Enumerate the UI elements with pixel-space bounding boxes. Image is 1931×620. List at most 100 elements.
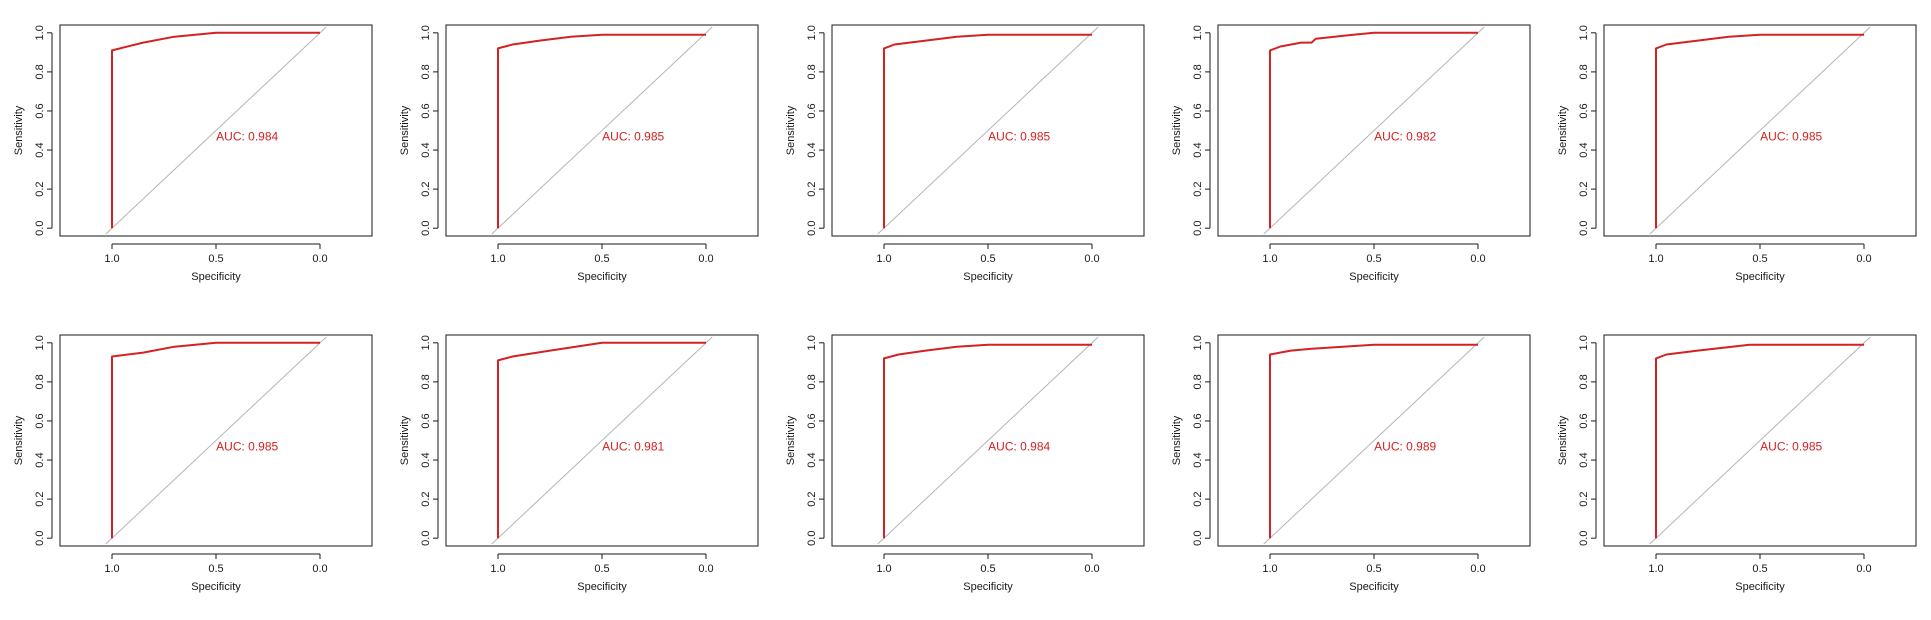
- y-tick-label: 0.8: [420, 374, 432, 389]
- x-tick-label: 1.0: [1648, 253, 1663, 265]
- x-tick-label: 0.5: [980, 563, 995, 575]
- y-tick-label: 0.4: [420, 142, 432, 157]
- x-tick-label: 0.0: [1856, 253, 1871, 265]
- x-tick-label: 0.5: [1366, 253, 1381, 265]
- x-tick-label: 1.0: [1648, 563, 1663, 575]
- y-tick-label: 0.6: [1192, 413, 1204, 428]
- auc-annotation: AUC: 0.989: [1374, 439, 1436, 453]
- roc-plot-svg: 1.0 0.5 0.0 Specificity 0.0 0.2 0.4 0.6 0.8 1.0 Se…: [399, 24, 759, 283]
- reference-diagonal-line: [1263, 26, 1485, 235]
- x-tick-label: 1.0: [104, 563, 119, 575]
- y-tick-label: 0.2: [806, 181, 818, 196]
- x-tick-label: 1.0: [1262, 563, 1277, 575]
- plot-frame: [831, 24, 1145, 237]
- y-tick-label: 0.8: [1578, 374, 1590, 389]
- x-tick-label: 0.0: [698, 253, 713, 265]
- roc-chart-2: 1.0 0.5 0.0 Specificity 0.0 0.2 0.4 0.6 0.8 1.0 Se…: [386, 0, 772, 310]
- y-tick-label: 0.2: [806, 491, 818, 506]
- plot-frame: [445, 24, 759, 237]
- y-tick-label: 0.0: [34, 531, 46, 546]
- roc-curve-line: [883, 33, 1092, 229]
- y-tick-label: 0.8: [420, 64, 432, 79]
- auc-annotation: AUC: 0.982: [1374, 129, 1436, 143]
- auc-annotation: AUC: 0.985: [1760, 129, 1822, 143]
- roc-plot-svg: 1.0 0.5 0.0 Specificity 0.0 0.2 0.4 0.6 0.8 1.0 Se…: [13, 334, 373, 593]
- roc-plot-svg: 1.0 0.5 0.0 Specificity 0.0 0.2 0.4 0.6 0.8 1.0 Se…: [785, 24, 1145, 283]
- y-tick-label: 0.8: [34, 64, 46, 79]
- y-tick-label: 1.0: [34, 335, 46, 350]
- auc-annotation: AUC: 0.985: [1760, 439, 1822, 453]
- roc-curve-line: [1269, 343, 1478, 539]
- x-tick-label: 0.0: [1084, 563, 1099, 575]
- reference-diagonal-line: [877, 336, 1099, 545]
- reference-diagonal-line: [491, 336, 713, 545]
- x-tick-label: 1.0: [876, 563, 891, 575]
- y-tick-label: 1.0: [806, 25, 818, 40]
- roc-curve-line: [883, 343, 1092, 539]
- plot-frame: [445, 334, 759, 547]
- x-tick-label: 0.0: [1470, 563, 1485, 575]
- y-tick-label: 0.4: [806, 452, 818, 467]
- roc-plot-svg: 1.0 0.5 0.0 Specificity 0.0 0.2 0.4 0.6 0.8 1.0 Se…: [399, 334, 759, 593]
- x-tick-label: 0.0: [312, 563, 327, 575]
- x-tick-label: 0.5: [208, 563, 223, 575]
- auc-annotation: AUC: 0.981: [602, 439, 664, 453]
- reference-diagonal-line: [1649, 336, 1871, 545]
- auc-annotation: AUC: 0.984: [988, 439, 1050, 453]
- roc-chart-6: 1.0 0.5 0.0 Specificity 0.0 0.2 0.4 0.6 0.8 1.0 Se…: [0, 310, 386, 620]
- x-tick-label: 1.0: [876, 253, 891, 265]
- x-tick-label: 1.0: [490, 563, 505, 575]
- y-axis-title: Sensitivity: [1557, 415, 1569, 465]
- x-axis-title: Specificity: [577, 581, 627, 593]
- y-tick-label: 0.0: [420, 531, 432, 546]
- auc-annotation: AUC: 0.985: [602, 129, 664, 143]
- reference-diagonal-line: [491, 26, 713, 235]
- y-tick-label: 0.6: [34, 413, 46, 428]
- y-tick-label: 1.0: [1578, 335, 1590, 350]
- y-tick-label: 0.2: [420, 181, 432, 196]
- y-tick-label: 0.4: [34, 142, 46, 157]
- y-tick-label: 0.0: [1578, 531, 1590, 546]
- y-tick-label: 0.6: [1578, 103, 1590, 118]
- y-axis-title: Sensitivity: [399, 105, 411, 155]
- y-tick-label: 0.6: [806, 103, 818, 118]
- plot-frame: [1603, 334, 1917, 547]
- y-tick-label: 0.4: [1578, 142, 1590, 157]
- y-tick-label: 0.4: [420, 452, 432, 467]
- y-axis-title: Sensitivity: [785, 105, 797, 155]
- plot-frame: [1217, 334, 1531, 547]
- roc-chart-10: 1.0 0.5 0.0 Specificity 0.0 0.2 0.4 0.6 0.8 1.0 Se…: [1544, 310, 1930, 620]
- y-tick-label: 0.6: [1192, 103, 1204, 118]
- y-tick-label: 1.0: [1192, 25, 1204, 40]
- x-tick-label: 0.5: [208, 253, 223, 265]
- roc-curve-line: [1655, 33, 1864, 229]
- reference-diagonal-line: [105, 336, 327, 545]
- roc-plot-svg: 1.0 0.5 0.0 Specificity 0.0 0.2 0.4 0.6 0.8 1.0 Se…: [1171, 24, 1531, 283]
- auc-annotation: AUC: 0.984: [216, 129, 278, 143]
- y-tick-label: 0.2: [1192, 491, 1204, 506]
- roc-plot-svg: 1.0 0.5 0.0 Specificity 0.0 0.2 0.4 0.6 0.8 1.0 Se…: [1557, 24, 1917, 283]
- y-axis-title: Sensitivity: [13, 415, 25, 465]
- y-axis-title: Sensitivity: [1171, 105, 1183, 155]
- roc-chart-7: 1.0 0.5 0.0 Specificity 0.0 0.2 0.4 0.6 0.8 1.0 Se…: [386, 310, 772, 620]
- y-axis-title: Sensitivity: [1557, 105, 1569, 155]
- roc-chart-9: 1.0 0.5 0.0 Specificity 0.0 0.2 0.4 0.6 0.8 1.0 Se…: [1158, 310, 1544, 620]
- y-axis-title: Sensitivity: [399, 415, 411, 465]
- y-tick-label: 0.0: [1192, 531, 1204, 546]
- roc-plot-svg: 1.0 0.5 0.0 Specificity 0.0 0.2 0.4 0.6 0.8 1.0 Se…: [1171, 334, 1531, 593]
- x-axis-title: Specificity: [963, 271, 1013, 283]
- roc-plot-svg: 1.0 0.5 0.0 Specificity 0.0 0.2 0.4 0.6 0.8 1.0 Se…: [13, 24, 373, 283]
- x-tick-label: 0.0: [1084, 253, 1099, 265]
- y-tick-label: 0.0: [1192, 221, 1204, 236]
- y-tick-label: 0.4: [1192, 452, 1204, 467]
- x-tick-label: 0.0: [1470, 253, 1485, 265]
- y-tick-label: 0.4: [34, 452, 46, 467]
- roc-chart-5: 1.0 0.5 0.0 Specificity 0.0 0.2 0.4 0.6 0.8 1.0 Se…: [1544, 0, 1930, 310]
- y-tick-label: 0.2: [34, 181, 46, 196]
- y-axis-title: Sensitivity: [1171, 415, 1183, 465]
- x-axis-title: Specificity: [577, 271, 627, 283]
- x-tick-label: 0.5: [1752, 253, 1767, 265]
- roc-plot-svg: 1.0 0.5 0.0 Specificity 0.0 0.2 0.4 0.6 0.8 1.0 Se…: [785, 334, 1145, 593]
- y-tick-label: 0.6: [806, 413, 818, 428]
- y-tick-label: 1.0: [420, 335, 432, 350]
